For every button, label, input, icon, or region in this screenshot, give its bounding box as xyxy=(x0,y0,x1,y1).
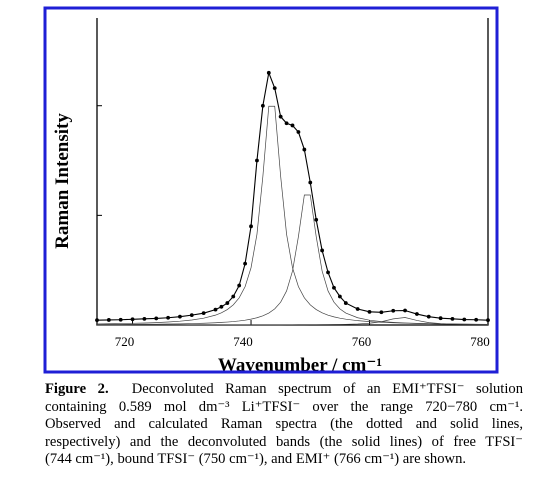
data-point xyxy=(438,316,443,321)
data-point xyxy=(189,313,194,318)
data-point xyxy=(343,301,348,305)
data-point xyxy=(255,158,259,163)
data-point xyxy=(314,217,319,222)
x-tick-label: 780 xyxy=(470,334,490,349)
data-point xyxy=(296,130,301,134)
data-point xyxy=(391,308,396,313)
data-point xyxy=(326,270,330,275)
data-point xyxy=(320,248,325,253)
data-point xyxy=(237,283,242,288)
data-point xyxy=(166,315,170,320)
caption-line: Observed and calculated Raman spectra (t… xyxy=(45,416,523,433)
data-point xyxy=(290,123,295,128)
series-line xyxy=(97,317,489,326)
data-point xyxy=(450,316,455,321)
data-point xyxy=(106,318,111,322)
data-point xyxy=(367,309,372,314)
caption-line: containing 0.589 mol dm⁻³ Li⁺TFSI⁻ over … xyxy=(45,398,523,415)
caption-text: Deconvoluted Raman spectrum of an EMI⁺TF… xyxy=(131,381,524,397)
data-point xyxy=(260,103,265,108)
x-tick-label: 740 xyxy=(233,334,253,349)
data-point xyxy=(474,317,479,322)
data-point xyxy=(225,301,230,305)
x-tick-label: 760 xyxy=(352,334,372,349)
data-point xyxy=(355,307,360,311)
data-point xyxy=(272,86,277,91)
data-point xyxy=(278,114,283,119)
series-line xyxy=(96,194,489,325)
data-point xyxy=(130,317,135,322)
caption-line: (744 cm⁻¹), bound TFSI⁻ (750 cm⁻¹), and … xyxy=(45,451,467,468)
data-point xyxy=(284,121,289,126)
data-point xyxy=(332,285,336,290)
data-point xyxy=(178,314,182,319)
data-point xyxy=(415,312,419,316)
data-point xyxy=(142,316,147,321)
series-line xyxy=(96,70,489,321)
data-point xyxy=(201,311,206,316)
data-point xyxy=(426,314,431,319)
caption-line: Figure 2. Deconvoluted Raman spectrum of… xyxy=(45,381,523,399)
data-point xyxy=(486,318,490,323)
data-point xyxy=(308,180,313,185)
data-point xyxy=(249,224,253,229)
data-point xyxy=(154,316,159,321)
y-axis-label: Raman Intensity xyxy=(52,113,73,249)
data-point xyxy=(462,317,467,322)
figure: Wavenumber / cm⁻¹ Raman Intensity 720 740… xyxy=(43,6,499,376)
data-point xyxy=(231,294,236,299)
caption-line: respectively) and the deconvoluted bands… xyxy=(45,433,523,450)
data-point xyxy=(302,147,307,152)
axis-frame xyxy=(96,18,489,326)
data-point xyxy=(337,294,342,299)
data-point xyxy=(213,307,218,312)
caption: Figure 2. Deconvoluted Raman spectrum of… xyxy=(45,381,523,469)
data-point xyxy=(219,304,224,309)
data-point xyxy=(243,261,248,266)
data-point xyxy=(95,318,99,323)
caption-label: Figure 2. xyxy=(45,381,109,397)
data-point xyxy=(379,310,384,315)
data-point xyxy=(403,308,407,313)
data-point xyxy=(118,317,123,322)
x-tick-label: 720 xyxy=(115,334,135,349)
data-point xyxy=(266,70,271,75)
figure-border xyxy=(43,6,499,374)
series-line xyxy=(96,105,489,325)
